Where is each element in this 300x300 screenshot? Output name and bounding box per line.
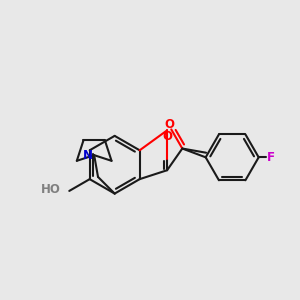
Text: HO: HO <box>41 183 61 196</box>
Text: N: N <box>83 149 93 162</box>
Text: O: O <box>165 118 175 130</box>
Text: O: O <box>162 130 172 143</box>
Text: F: F <box>267 151 275 164</box>
